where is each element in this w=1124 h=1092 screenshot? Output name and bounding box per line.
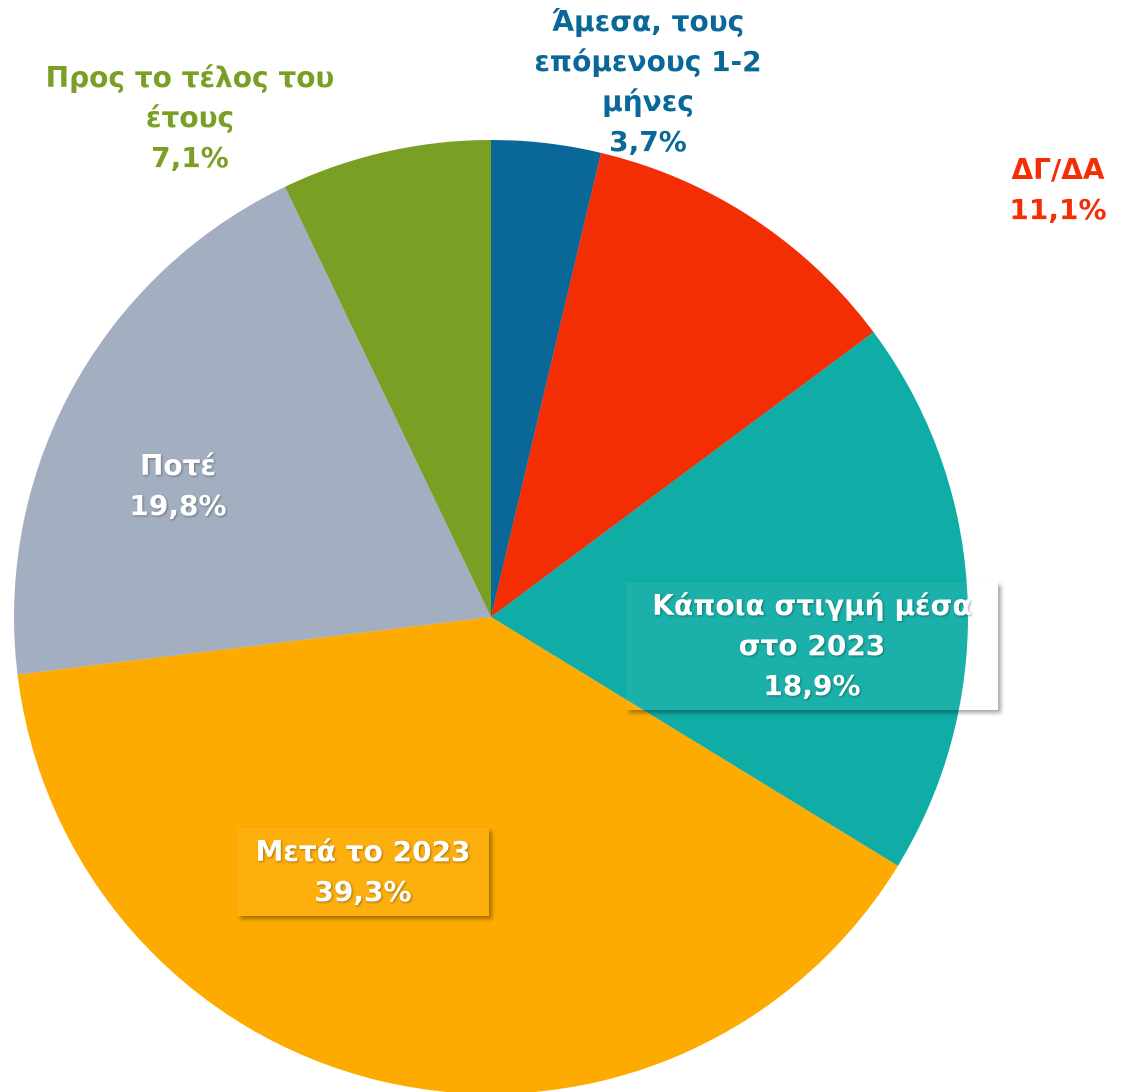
value-label: 19,8% [129,489,227,522]
category-label: Άμεσα, τους επόμενους 1-2 μήνες [534,5,762,118]
category-label: Προς το τέλος του έτους [45,61,335,134]
slice-label: Μετά το 2023 39,3% [237,828,489,916]
value-label: 11,1% [1009,193,1107,226]
pie-slice [491,140,602,617]
value-label: 39,3% [314,875,412,908]
category-label: Κάποια στιγμή μέσα στο 2023 [652,589,972,662]
category-label: Μετά το 2023 [255,835,471,868]
pie-slice [285,140,491,617]
value-label: 3,7% [609,125,687,158]
slice-label: Κάποια στιγμή μέσα στο 2023 18,9% [626,582,998,710]
pie-slice [17,617,898,1092]
value-label: 18,9% [763,669,861,702]
slice-label: Ποτέ 19,8% [78,446,278,526]
pie-slice [491,332,969,866]
value-label: 7,1% [151,141,229,174]
pie-slice [13,186,491,675]
pie-slice [491,152,874,617]
category-label: ΔΓ/ΔΑ [1011,153,1105,186]
slice-label: ΔΓ/ΔΑ 11,1% [978,150,1124,230]
slice-label: Προς το τέλος του έτους 7,1% [15,58,365,178]
slice-label: Άμεσα, τους επόμενους 1-2 μήνες 3,7% [513,2,783,162]
category-label: Ποτέ [139,449,217,482]
